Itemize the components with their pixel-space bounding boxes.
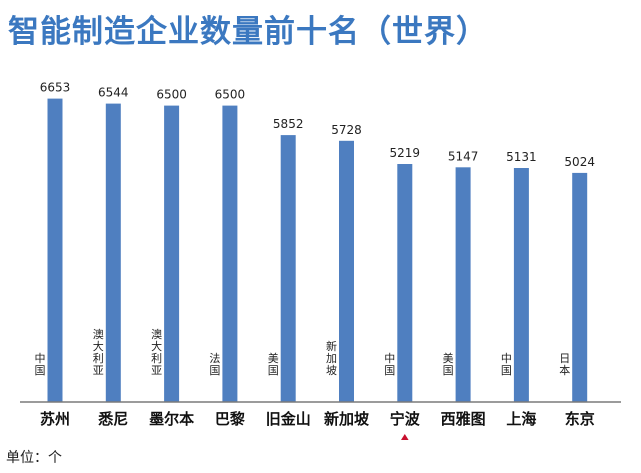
bar-0 [47, 98, 63, 402]
country-label: 美国 [443, 352, 454, 377]
category-label: 东京 [565, 410, 595, 428]
value-label: 6500 [215, 88, 246, 102]
value-label: 5852 [273, 117, 304, 131]
value-label: 5131 [506, 150, 537, 164]
category-label: 巴黎 [215, 410, 245, 428]
value-label: 6653 [40, 81, 71, 95]
country-label: 美国 [268, 352, 279, 377]
bar-6 [397, 164, 413, 402]
category-label: 新加坡 [324, 410, 369, 428]
country-label: 新加坡 [326, 339, 337, 377]
value-labels-group: 6653 6544 6500 6500 5852 5728 5219 5147 5131 5024 [40, 81, 595, 169]
country-labels-group: 中国 澳大利亚 澳大利亚 法国 美国 新加坡 中国 美国 中国 日本 [35, 328, 571, 377]
bar-1 [105, 103, 121, 402]
category-label: 旧金山 [266, 410, 311, 428]
value-label: 5147 [448, 149, 479, 163]
bar-4 [280, 135, 296, 402]
category-labels-group: 苏州 悉尼 墨尔本 巴黎 旧金山 新加坡 宁波 西雅图 上海 东京 [40, 410, 595, 428]
bar-8 [513, 168, 529, 402]
bar-9 [572, 172, 588, 402]
category-label: 墨尔本 [149, 410, 194, 428]
country-label: 中国 [384, 352, 395, 377]
value-label: 5219 [390, 146, 421, 160]
country-label: 中国 [501, 352, 512, 377]
bar-5 [339, 140, 354, 403]
unit-label: 单位：个 [6, 450, 62, 466]
value-label: 5728 [331, 123, 362, 137]
country-label: 日本 [559, 352, 570, 377]
country-label: 澳大利亚 [93, 328, 104, 377]
highlight-marker-icon [400, 434, 409, 440]
category-label: 苏州 [40, 410, 70, 428]
category-label: 西雅图 [441, 410, 486, 428]
bar-chart: 6653 6544 6500 6500 5852 5728 5219 5147 5131 5024… [20, 81, 621, 440]
category-label: 悉尼 [97, 410, 128, 428]
bars-group [47, 98, 588, 403]
bar-2 [164, 105, 180, 402]
bar-7 [455, 167, 471, 402]
country-label: 中国 [35, 352, 46, 377]
chart-title: 智能制造企业数量前十名（世界） [8, 14, 488, 50]
value-label: 6544 [98, 86, 129, 100]
value-label: 5024 [564, 155, 595, 169]
category-label: 上海 [506, 410, 536, 428]
country-label: 法国 [209, 351, 220, 377]
country-label: 澳大利亚 [151, 328, 162, 377]
bar-3 [222, 105, 238, 402]
category-label: 宁波 [390, 410, 421, 428]
value-label: 6500 [156, 88, 187, 102]
